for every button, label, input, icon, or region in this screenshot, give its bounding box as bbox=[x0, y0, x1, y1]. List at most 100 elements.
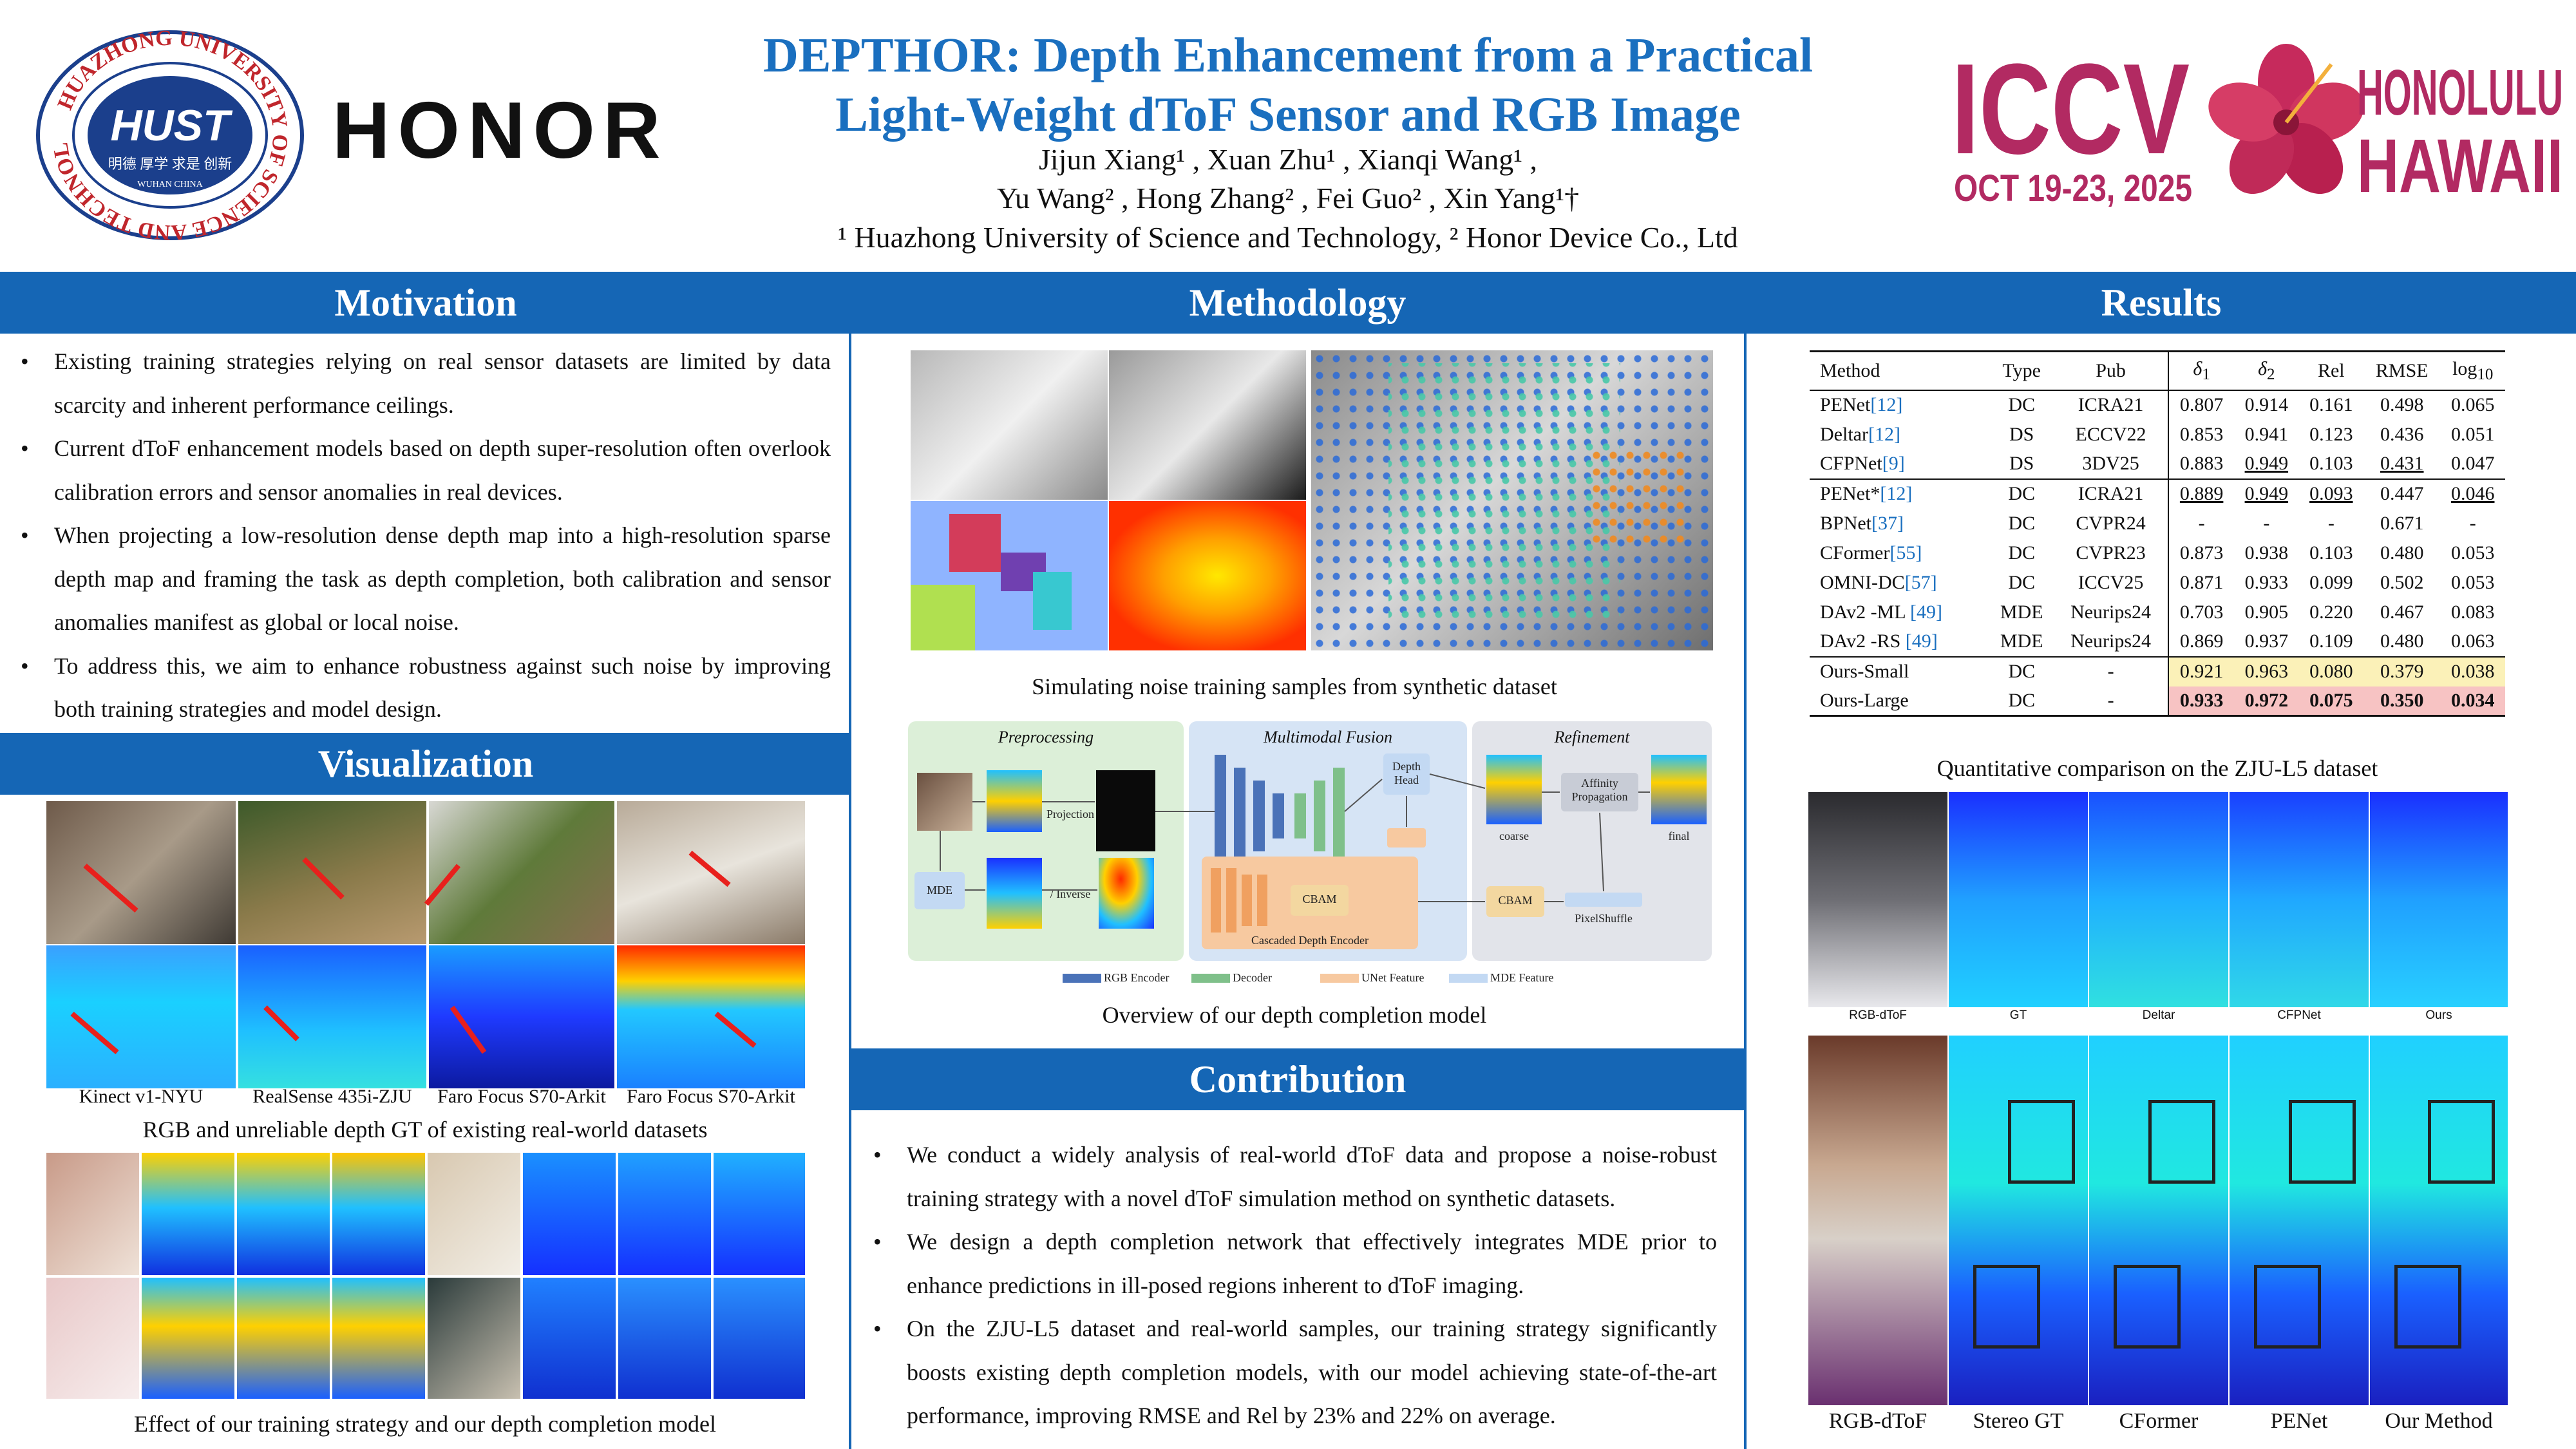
result-our-method bbox=[2370, 1036, 2508, 1405]
table-cell-rmse: 0.498 bbox=[2380, 394, 2424, 415]
contribution-heading: Contribution bbox=[851, 1048, 1744, 1110]
table-cell-log: 0.083 bbox=[2450, 601, 2495, 623]
highlight-box bbox=[2428, 1100, 2495, 1184]
refinement-title: Refinement bbox=[1554, 728, 1630, 746]
depth-head-label: Depth Head bbox=[1392, 760, 1421, 786]
rgb-image-flowers bbox=[46, 1278, 139, 1399]
col-type: Type bbox=[1989, 350, 2054, 391]
unet-feature-block bbox=[1387, 828, 1426, 848]
table-cell-pub: - bbox=[2053, 686, 2169, 717]
methodology-caption-1: Simulating noise training samples from s… bbox=[1032, 674, 1557, 699]
depth-image-flowers-1 bbox=[142, 1278, 234, 1399]
table-cell-type: DC bbox=[2008, 542, 2036, 564]
strip2-label: CFormer bbox=[2119, 1409, 2199, 1433]
honor-logo: HONOR bbox=[332, 86, 668, 175]
table-cell-type: DC bbox=[2008, 483, 2036, 504]
depth-image-balcony-3 bbox=[714, 1278, 805, 1399]
depth-image-zju bbox=[238, 945, 426, 1088]
motivation-bullet: When projecting a low-resolution dense d… bbox=[14, 514, 831, 645]
dataset-label: RealSense 435i-ZJU bbox=[252, 1086, 412, 1107]
table-cell-pub: ICRA21 bbox=[2078, 483, 2144, 504]
mde-block bbox=[914, 872, 965, 909]
table-cell-type: DC bbox=[1989, 686, 2054, 717]
methodology-caption-2: Overview of our depth completion model bbox=[1102, 1002, 1487, 1028]
strip1-label: CFPNet bbox=[2277, 1009, 2321, 1022]
table-cell-rmse: 0.436 bbox=[2380, 423, 2424, 445]
table-cell-rmse: 0.350 bbox=[2363, 686, 2441, 717]
diagram-arrows bbox=[940, 773, 1650, 902]
highlight-box bbox=[2148, 1100, 2215, 1184]
table-cell-d2: 0.949 bbox=[2244, 483, 2289, 504]
table-cell-log: 0.046 bbox=[2450, 483, 2495, 504]
highlight-box bbox=[2008, 1100, 2075, 1184]
table-cell-method: BPNet[37] bbox=[1820, 512, 1904, 534]
result-stereo-gt bbox=[1949, 1036, 2088, 1405]
legend-mde-feature: MDE Feature bbox=[1490, 971, 1554, 984]
depth-image-room-2 bbox=[237, 1153, 330, 1275]
fusion-title: Multimodal Fusion bbox=[1263, 728, 1393, 746]
table-cell-rmse: 0.502 bbox=[2380, 571, 2424, 593]
strip2-label: Our Method bbox=[2385, 1409, 2493, 1433]
motivation-bullet: Existing training strategies relying on … bbox=[14, 340, 831, 427]
table-row: Ours-Large DC -0.933 0.972 0.075 0.350 0.034 bbox=[1810, 686, 2505, 717]
table-cell-d2: 0.941 bbox=[2244, 423, 2289, 445]
table-cell-pub: ICRA21 bbox=[2078, 394, 2144, 415]
right-column bbox=[1744, 272, 2576, 1449]
table-cell-rel: 0.103 bbox=[2309, 542, 2353, 564]
table-row: PENet*[12] DC ICRA21 0.889 0.949 0.093 0.447 0.… bbox=[1810, 478, 2505, 509]
svg-text:OCT 19-23, 2025: OCT 19-23, 2025 bbox=[1954, 167, 2192, 209]
table-cell-rel: 0.161 bbox=[2309, 394, 2353, 415]
final-label: final bbox=[1668, 829, 1690, 842]
legend-rgb-encoder: RGB Encoder bbox=[1104, 971, 1170, 984]
table-cell-type: DC bbox=[2008, 394, 2036, 415]
table-cell-d2: 0.949 bbox=[2234, 449, 2299, 480]
rgb-image-balcony bbox=[428, 1278, 520, 1399]
table-header-row: Method Type Pub δ1 δ2 Rel RMSE log10 bbox=[1810, 350, 2505, 391]
synthetic-noisy-rgb-image bbox=[1109, 350, 1306, 500]
synthetic-segmentation-image bbox=[911, 501, 1108, 650]
motivation-bullet: To address this, we aim to enhance robus… bbox=[14, 645, 831, 732]
table-cell-rmse: 0.480 bbox=[2363, 627, 2441, 658]
table-cell-pub: Neurips24 bbox=[2053, 627, 2169, 658]
cbam-block-2 bbox=[1486, 886, 1544, 917]
highlight-box bbox=[2254, 1265, 2321, 1349]
motivation-heading: Motivation bbox=[0, 272, 851, 334]
affiliations: ¹ Huazhong University of Science and Tec… bbox=[838, 221, 1738, 254]
table-cell-method: PENet*[12] bbox=[1820, 483, 1913, 504]
hust-logo: HUAZHONG UNIVERSITY OF SCIENCE AND TECHN… bbox=[28, 26, 304, 244]
table-cell-rel: 0.075 bbox=[2298, 686, 2364, 717]
table-cell-rmse: 0.480 bbox=[2380, 542, 2424, 564]
table-cell-log: 0.034 bbox=[2440, 686, 2505, 717]
visualization-heading: Visualization bbox=[0, 733, 851, 795]
projected-sparse-thumbnail bbox=[1096, 770, 1155, 851]
depth-head-block bbox=[1383, 753, 1430, 795]
col-pub: Pub bbox=[2053, 350, 2169, 391]
title-line-2: Light-Weight dToF Sensor and RGB Image bbox=[835, 88, 1741, 142]
table-row: BPNet[37] DC CVPR24- - -0.671- bbox=[1810, 508, 2505, 538]
table-cell-rel: 0.099 bbox=[2309, 571, 2353, 593]
table-row: Ours-Small DC - 0.921 0.963 0.080 0.379 0.038 bbox=[1810, 656, 2505, 687]
depth-image-bottle-3 bbox=[714, 1153, 805, 1275]
table-cell-method: CFormer[55] bbox=[1820, 542, 1922, 564]
contribution-bullet: On the ZJU-L5 dataset and real-world sam… bbox=[867, 1307, 1717, 1438]
mde-depth-thumbnail bbox=[987, 858, 1042, 929]
table-cell-rel: 0.123 bbox=[2309, 423, 2353, 445]
result-gt-1 bbox=[1949, 792, 2088, 1007]
table-cell-pub: CVPR23 bbox=[2076, 542, 2146, 564]
table-cell-log: - bbox=[2469, 512, 2476, 534]
table-cell-log: 0.047 bbox=[2440, 449, 2505, 480]
depth-image-balcony-2 bbox=[618, 1278, 711, 1399]
cbam-block-1 bbox=[1291, 885, 1349, 916]
strip1-label: Deltar bbox=[2142, 1009, 2175, 1022]
final-depth-thumbnail bbox=[1651, 755, 1707, 824]
table-cell-d2: 0.938 bbox=[2244, 542, 2289, 564]
table-row: CFPNet[9] DS 3DV25 0.883 0.949 0.103 0.431 0.04… bbox=[1810, 449, 2505, 480]
table-cell-d1: 0.871 bbox=[2168, 567, 2235, 598]
depth-image-bottle-1 bbox=[523, 1153, 616, 1275]
iccv-logo: ICCV OCT 19-23, 2025 HONOLULU HAWAII bbox=[1951, 39, 2563, 209]
training-strategy-grid bbox=[46, 1153, 805, 1399]
mde-label: MDE bbox=[927, 884, 952, 896]
affinity-block bbox=[1561, 773, 1638, 811]
table-cell-rmse: 0.447 bbox=[2380, 483, 2424, 504]
depth-image-room-1 bbox=[142, 1153, 234, 1275]
